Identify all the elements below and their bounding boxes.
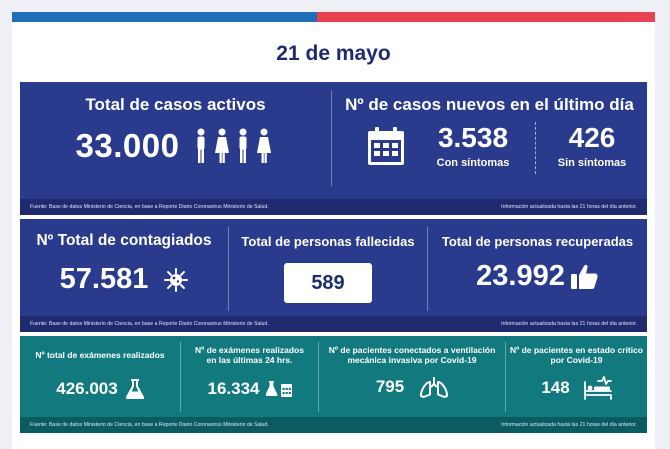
source-note: Fuente: Base de datos Ministerio de Cien… [30,422,269,428]
ventilation-title-1: Nº de pacientes conectados a ventilación [328,345,496,355]
calendar-icon [368,127,404,165]
section-active-cases: Total de casos activos 33.000 [20,82,331,165]
virus-icon [164,267,189,292]
dashed-divider [535,122,536,174]
new-cases-title: Nº de casos nuevos en el último día [345,95,634,114]
active-cases-title: Total de casos activos [85,95,266,114]
people-icon [197,128,272,163]
update-note: Información actualizada hasta las 21 hor… [501,204,637,210]
hospital-bed-icon [583,376,612,400]
exams-24h-title-1: Nº de exámenes realizados [195,345,304,355]
update-note: Información actualizada hasta las 21 hor… [501,422,637,428]
with-symptoms-label: Con síntomas [436,157,510,169]
section-ventilation: Nº de pacientes conectados a ventilación… [319,336,505,398]
lungs-icon [420,377,449,398]
panel-totals: Nº Total de contagiados 57.581 Total de … [20,219,647,332]
update-note: Información actualizada hasta las 21 hor… [501,321,637,327]
divider [427,227,428,311]
flask-calendar-icon [265,381,292,397]
without-symptoms-label: Sin síntomas [557,157,627,169]
deceased-title: Total de personas fallecidas [241,234,415,249]
source-note: Fuente: Base de datos Ministerio de Cien… [30,321,269,327]
ventilation-value: 795 [375,377,405,396]
recovered-value: 23.992 [476,260,565,292]
panel-footer: Fuente: Base de datos Ministerio de Cien… [20,316,647,332]
with-symptoms-value: 3.538 [437,122,509,153]
section-new-cases: Nº de casos nuevos en el último día 3.53… [332,82,647,174]
infected-value: 57.581 [59,263,149,295]
without-symptoms-value: 426 [568,122,616,153]
exams-total-value: 426.003 [56,379,118,398]
deceased-value: 589 [311,271,345,294]
exams-total-title: Nº total de exámenes realizados [35,350,165,360]
panel-footer: Fuente: Base de datos Ministerio de Cien… [20,417,647,433]
divider [331,90,332,186]
exams-24h-value: 16.334 [207,379,260,398]
panel-active-new-cases: Total de casos activos 33.000 Nº de caso… [20,82,647,215]
thumbs-up-icon [570,264,598,289]
divider [505,342,506,412]
flask-icon [125,379,144,399]
critical-title-2: por Covid-19 [550,355,603,365]
section-critical: Nº de pacientes en estado crítico por Co… [506,336,647,400]
ventilation-title-2: mecánica invasiva por Covid-19 [347,355,477,365]
section-recovered: Total de personas recuperadas 23.992 [428,219,647,293]
critical-title-1: Nº de pacientes en estado crítico [509,345,643,355]
infected-title: Nº Total de contagiados [36,232,212,249]
divider [318,342,319,412]
critical-value: 148 [541,378,570,397]
section-exams-24h: Nº de exámenes realizados en las últimas… [181,336,318,399]
recovered-title: Total de personas recuperadas [441,234,634,249]
divider [180,342,181,412]
without-symptoms-block: 426 Sin síntomas [542,122,642,169]
top-bar-blue [12,12,317,22]
section-exams-total: Nº total de exámenes realizados 426.003 [20,336,180,399]
section-deceased: Total de personas fallecidas 589 [229,219,427,303]
top-bar-red [317,12,655,22]
exams-24h-title-2: en las últimas 24 hrs. [206,355,293,365]
top-color-bar [12,12,655,22]
report-card: 21 de mayo Total de casos activos 33.000… [12,22,655,449]
active-cases-value: 33.000 [75,127,180,164]
panel-exams-patients: Nº total de exámenes realizados 426.003 … [20,336,647,433]
section-infected: Nº Total de contagiados 57.581 [20,219,228,296]
panel-footer: Fuente: Base de datos Ministerio de Cien… [20,199,647,215]
report-date: 21 de mayo [276,42,391,65]
deceased-value-box: 589 [284,263,372,303]
with-symptoms-block: 3.538 Con síntomas [422,122,524,169]
source-note: Fuente: Base de datos Ministerio de Cien… [30,204,269,210]
divider [228,227,229,311]
